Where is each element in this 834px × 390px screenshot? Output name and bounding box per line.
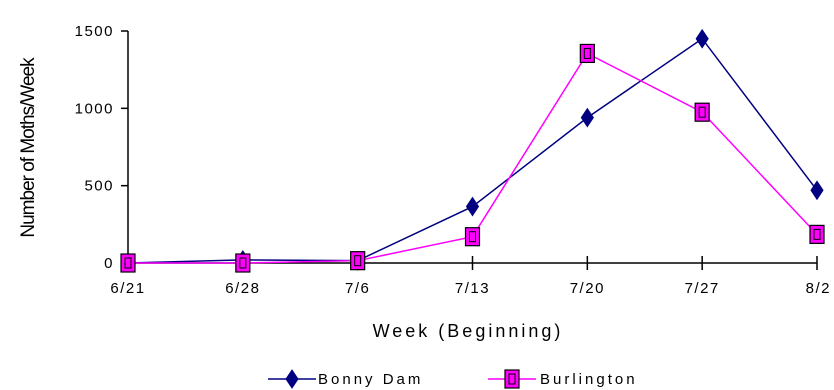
data-point-square	[694, 102, 710, 122]
data-point-square-inner	[698, 106, 706, 118]
data-point-square	[579, 43, 595, 64]
legend-item: Burlington	[488, 369, 638, 389]
x-axis-title: Week (Beginning)	[373, 321, 564, 341]
legend-label: Burlington	[540, 371, 638, 388]
x-tick-label: 7/27	[685, 280, 720, 297]
x-tick-label: 7/13	[455, 280, 490, 297]
y-tick-label: 0	[104, 255, 114, 272]
data-point-square	[120, 253, 136, 273]
data-point-square-inner	[354, 255, 362, 267]
x-ticks: 6/21 6/28 7/6 7/13 7/20 7/27 8/2	[110, 256, 831, 297]
data-point-square-inner	[124, 257, 132, 269]
x-tick-label: 7/6	[345, 280, 370, 297]
legend-label: Bonny Dam	[318, 371, 423, 388]
y-tick-label: 1000	[75, 100, 114, 117]
series-layer	[120, 28, 825, 273]
data-point-square-inner	[239, 257, 247, 269]
legend-marker	[504, 369, 520, 389]
legend-marker	[285, 369, 299, 389]
legend: Bonny Dam Burlington	[268, 369, 638, 389]
x-tick-label: 6/21	[110, 280, 145, 297]
data-point-diamond	[810, 180, 824, 201]
legend-marker-inner	[508, 373, 516, 385]
series-burlington	[120, 43, 825, 273]
legend-item: Bonny Dam	[268, 369, 423, 389]
data-point-square-inner	[813, 228, 821, 240]
data-point-square-inner	[469, 231, 476, 243]
data-point-square	[809, 224, 825, 244]
x-tick-label: 7/20	[570, 280, 605, 297]
x-tick-label: 6/28	[225, 280, 260, 297]
data-point-diamond	[695, 28, 709, 49]
data-point-diamond	[580, 107, 594, 128]
data-point-diamond	[465, 196, 480, 217]
x-tick-label: 8/2	[806, 280, 831, 297]
y-axis-title: Number of Moths/Week	[18, 57, 39, 238]
data-point-square	[235, 253, 251, 273]
data-point-square	[464, 227, 481, 247]
y-tick-label: 500	[84, 178, 114, 195]
y-ticks: 0 500 1000 1500	[75, 23, 128, 272]
data-point-square-inner	[583, 47, 591, 59]
data-point-square	[350, 251, 366, 271]
y-tick-label: 1500	[75, 23, 114, 40]
